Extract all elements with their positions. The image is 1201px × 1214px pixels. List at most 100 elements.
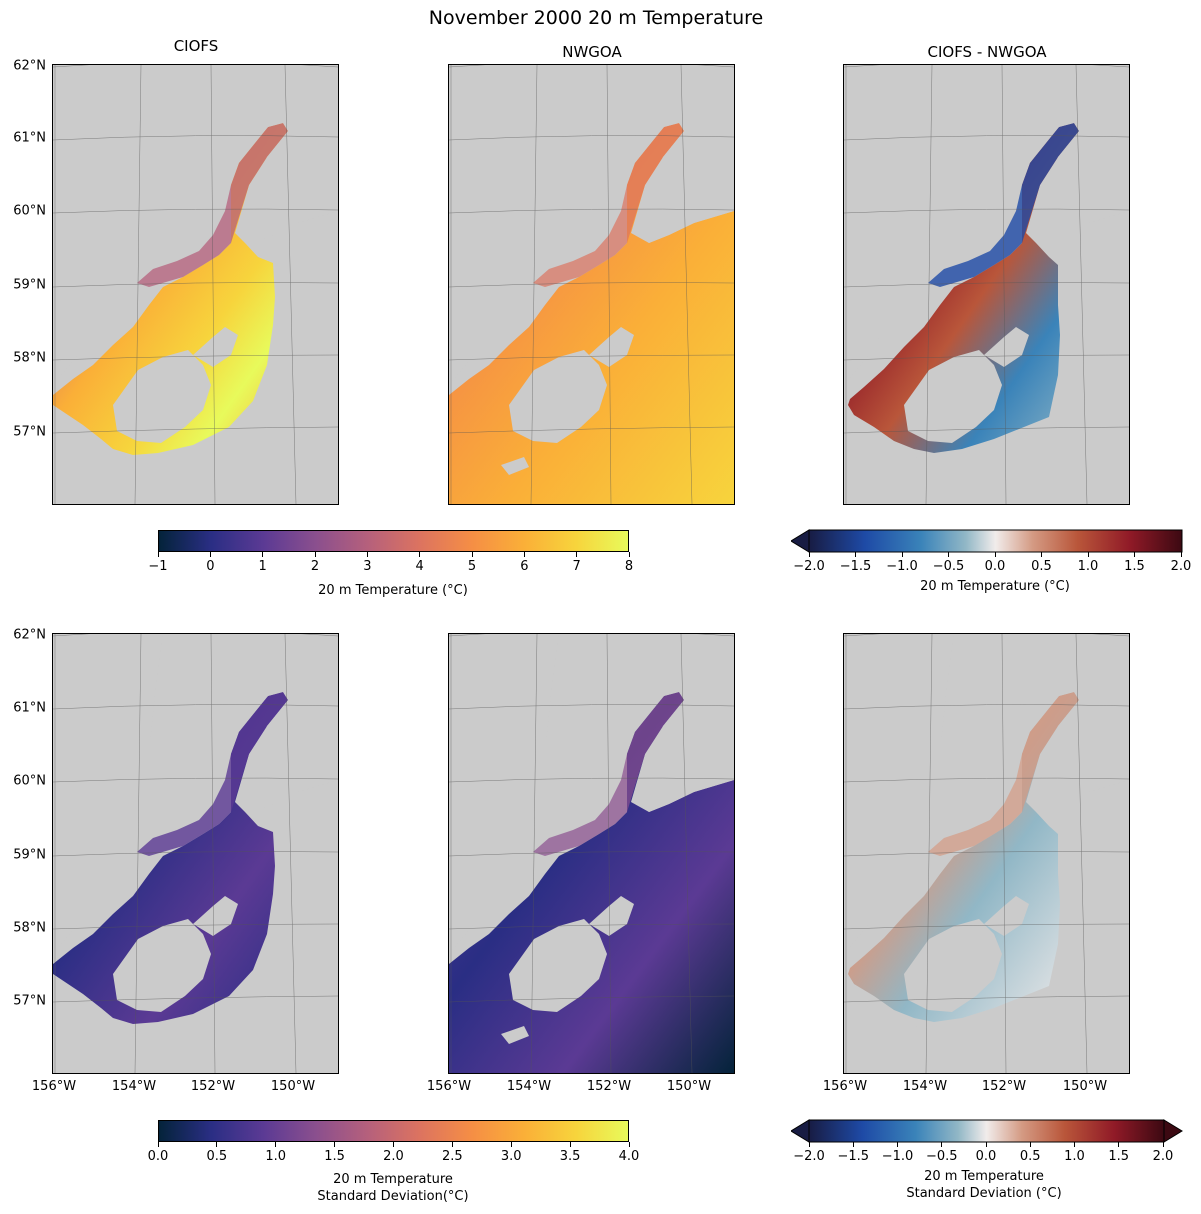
colorbar-tick-mark: [1087, 552, 1089, 557]
colorbar-tick-label: 0.0: [984, 559, 1006, 574]
colorbar-tick-mark: [1041, 552, 1042, 557]
colorbar-tick-mark: [994, 552, 996, 557]
colorbar-stddev-label-line2: Standard Deviation(°C): [317, 1189, 469, 1204]
map-panel-nwgoa-temperature: [448, 64, 735, 505]
lat-tick-57n: 57°N: [13, 993, 46, 1009]
colorbar-extend-min: [791, 1119, 810, 1143]
colorbar-tick-mark: [628, 552, 630, 557]
colorbar-tick-label: 0: [206, 559, 215, 574]
lat-tick-61n: 61°N: [13, 700, 46, 716]
lon-tick-152w: 152°W: [190, 1079, 236, 1094]
colorbar-tick-label: 0.0: [975, 1149, 997, 1164]
colorbar-tick-label: 0.5: [1031, 559, 1052, 574]
lon-tick-154w: 154°W: [902, 1079, 948, 1094]
colorbar-tick-mark: [523, 552, 525, 557]
colorbar-extend-min: [791, 529, 810, 553]
lat-tick-58n: 58°N: [13, 920, 46, 936]
colorbar-extend-max: [1163, 1119, 1183, 1143]
map-panel-nwgoa-stddev: [448, 633, 735, 1074]
map-panel-ciofs-stddev: [52, 633, 339, 1074]
colorbar-tick-label: −1.0: [881, 1149, 914, 1164]
lat-tick-58n: 58°N: [13, 350, 46, 366]
lon-tick-150w: 150°W: [270, 1079, 316, 1094]
colorbar-temperature-label: 20 m Temperature (°C): [318, 583, 468, 598]
lon-tick-150w: 150°W: [1062, 1079, 1108, 1094]
colorbar-temperature: [158, 530, 629, 552]
colorbar-tick-label: −1.5: [839, 559, 872, 574]
lon-tick-154w: 154°W: [506, 1079, 552, 1094]
colorbar-tick-mark: [1118, 1142, 1120, 1147]
lat-tick-62n: 62°N: [13, 627, 46, 643]
colorbar-tick-mark: [1074, 1142, 1075, 1147]
colorbar-tick-label: −1.5: [837, 1149, 870, 1164]
colorbar-tick-label: −2.0: [793, 1149, 825, 1164]
map-panel-diff-stddev: [843, 633, 1130, 1074]
map-svg: [53, 634, 338, 1073]
lat-tick-59n: 59°N: [13, 847, 46, 863]
colorbar-tick-mark: [209, 552, 211, 557]
colorbar-tick-label: 1.5: [1124, 559, 1145, 574]
lon-tick-150w: 150°W: [666, 1079, 712, 1094]
colorbar-stddev-label: 20 m Temperature Standard Deviation(°C): [317, 1171, 468, 1205]
colorbar-tick-mark: [366, 552, 368, 557]
colorbar-tick-mark: [314, 552, 316, 557]
colorbar-stddev-difference-label-line1: 20 m Temperature: [924, 1169, 1044, 1184]
colorbar-tick-mark: [510, 1142, 512, 1147]
colorbar-tick-mark: [157, 552, 159, 557]
lat-tick-60n: 60°N: [13, 773, 46, 789]
colorbar-tick-label: 2: [310, 559, 320, 574]
colorbar-stddev-label-line1: 20 m Temperature: [333, 1172, 453, 1187]
colorbar-tick-label: 2.0: [1170, 559, 1192, 574]
map-svg: [53, 65, 338, 504]
colorbar-tick-label: 8: [624, 559, 634, 574]
colorbar-tick-mark: [275, 1142, 277, 1147]
colorbar-tick-mark: [855, 552, 856, 557]
lat-tick-61n: 61°N: [13, 130, 46, 146]
colorbar-tick-mark: [948, 552, 949, 557]
colorbar-temperature-difference: [791, 529, 1183, 553]
colorbar-tick-mark: [1029, 1142, 1031, 1147]
colorbar-tick-label: 3.5: [559, 1149, 581, 1164]
lon-tick-152w: 152°W: [981, 1079, 1027, 1094]
colorbar-tick-mark: [569, 1142, 571, 1147]
lon-tick-156w: 156°W: [31, 1079, 77, 1094]
panel-title-ciofs: CIOFS: [173, 37, 219, 55]
colorbar-tick-label: 2.0: [383, 1149, 404, 1164]
colorbar-tick-label: 1.5: [324, 1149, 345, 1164]
colorbar-stddev-difference-label-line2: Standard Deviation (°C): [906, 1186, 1062, 1201]
lat-tick-57n: 57°N: [13, 424, 46, 440]
colorbar-tick-mark: [334, 1142, 336, 1147]
colorbar-tick-label: 2.0: [1152, 1149, 1174, 1164]
colorbar-tick-label: 4.0: [618, 1149, 640, 1164]
colorbar-stddev-difference-label: 20 m Temperature Standard Deviation (°C): [906, 1168, 1061, 1202]
colorbar-stddev-difference: [791, 1119, 1183, 1143]
map-panel-ciofs-temperature: [52, 64, 339, 505]
colorbar-tick-label: 2.5: [442, 1149, 463, 1164]
colorbar-tick-mark: [941, 1142, 943, 1147]
colorbar-tick-mark: [471, 552, 473, 557]
colorbar-temperature-difference-label: 20 m Temperature (°C): [920, 579, 1070, 594]
panel-title-difference: CIOFS - NWGOA: [927, 43, 1047, 61]
colorbar-tick-mark: [897, 1142, 898, 1147]
colorbar-tick-label: 3: [363, 559, 372, 574]
panel-title-nwgoa: NWGOA: [562, 43, 622, 61]
colorbar-tick-label: 1.0: [1077, 559, 1099, 574]
colorbar-tick-label: 1.5: [1108, 1149, 1130, 1164]
colorbar-tick-label: −1.0: [886, 559, 918, 574]
colorbar-tick-label: 0.5: [1019, 1149, 1041, 1164]
colorbar-tick-mark: [628, 1142, 630, 1147]
colorbar-tick-label: 1: [258, 559, 267, 574]
colorbar-tick-label: 0.5: [206, 1149, 228, 1164]
map-svg: [449, 65, 734, 504]
colorbar-tick-mark: [419, 552, 421, 557]
colorbar-tick-mark: [1134, 552, 1135, 557]
colorbar-tick-mark: [901, 552, 903, 557]
colorbar-tick-mark: [451, 1142, 453, 1147]
colorbar-tick-label: 6: [520, 559, 529, 574]
map-svg: [449, 634, 734, 1073]
lat-tick-62n: 62°N: [13, 58, 46, 74]
lon-tick-156w: 156°W: [822, 1079, 868, 1094]
colorbar-tick-mark: [216, 1142, 218, 1147]
colorbar-tick-label: 5: [467, 559, 477, 574]
figure-title: November 2000 20 m Temperature: [428, 7, 764, 29]
